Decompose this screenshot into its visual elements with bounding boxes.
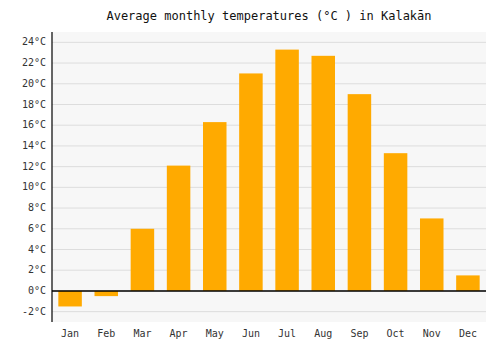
plot-background <box>52 32 486 322</box>
title: Average monthly temperatures (°C ) in Ka… <box>106 9 431 23</box>
bar <box>239 73 263 291</box>
grid-line <box>52 42 486 43</box>
bar <box>203 122 227 291</box>
grid-line <box>52 187 486 188</box>
bar <box>456 275 480 291</box>
y-tick-label: 16°C <box>22 119 46 130</box>
grid-line <box>52 290 486 291</box>
x-tick-label: Jun <box>242 328 260 339</box>
x-tick-label: Oct <box>387 328 405 339</box>
y-tick-label: 14°C <box>22 140 46 151</box>
y-axis-line <box>51 32 52 322</box>
chart: -2°C 0°C 2°C 4°C 6°C 8°C 10°C 12°C 14°C 16°C 18°C 2… <box>0 0 500 350</box>
bars <box>58 50 479 307</box>
y-tick-label: 22°C <box>22 57 46 68</box>
x-tick-label: Apr <box>170 328 188 339</box>
x-tick-label: Aug <box>314 328 332 339</box>
bar <box>167 166 191 291</box>
bar <box>131 229 155 291</box>
grid-line <box>52 145 486 146</box>
x-tick-label: Sep <box>350 328 368 339</box>
y-tick-label: 8°C <box>28 202 46 213</box>
grid-line <box>52 104 486 105</box>
grid-line <box>52 311 486 312</box>
grid-line <box>52 125 486 126</box>
x-tick-label: Jan <box>61 328 79 339</box>
y-axis: -2°C 0°C 2°C 4°C 6°C 8°C 10°C 12°C 14°C 16°C 18°C 2… <box>22 36 486 316</box>
x-tick-label: Mar <box>133 328 151 339</box>
y-tick-label: 18°C <box>22 99 46 110</box>
x-tick-label: May <box>206 328 224 339</box>
y-tick-label: 4°C <box>28 244 46 255</box>
grid-line <box>52 63 486 64</box>
bar <box>384 153 408 291</box>
y-tick-label: 12°C <box>22 161 46 172</box>
grid-line <box>52 166 486 167</box>
y-tick-label: 2°C <box>28 264 46 275</box>
x-tick-label: Nov <box>423 328 441 339</box>
y-tick-label: 10°C <box>22 181 46 192</box>
x-tick-label: Jul <box>278 328 296 339</box>
bar <box>58 291 82 307</box>
y-tick-label: 20°C <box>22 78 46 89</box>
y-tick-label: -2°C <box>22 306 46 317</box>
bar <box>94 291 118 296</box>
zero-line <box>52 290 486 292</box>
y-tick-label: 0°C <box>28 285 46 296</box>
x-axis: Jan Feb Mar Apr May Jun Jul Aug Sep Oct Nov Dec <box>61 328 477 339</box>
y-tick-label: 24°C <box>22 36 46 47</box>
bar <box>420 218 444 291</box>
grid-line <box>52 83 486 84</box>
y-tick-label: 6°C <box>28 223 46 234</box>
x-tick-label: Feb <box>97 328 115 339</box>
bar <box>348 94 372 291</box>
x-tick-label: Dec <box>459 328 477 339</box>
grid-line <box>52 208 486 209</box>
bar <box>275 50 299 291</box>
bar <box>311 56 335 291</box>
